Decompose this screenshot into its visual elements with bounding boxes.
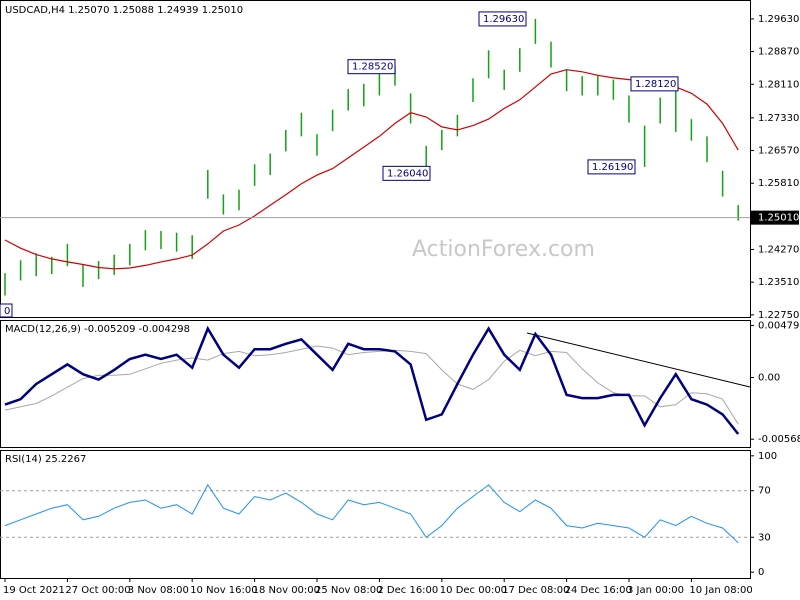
annotation-box — [630, 76, 679, 92]
rsi-panel — [0, 450, 751, 579]
x-tick-label: 19 Oct 2021 — [3, 585, 65, 596]
y-tick-label: -0.005686 — [758, 434, 800, 445]
y-tick-label: 1.29630 — [758, 14, 799, 25]
annotation-label: 1.28520 — [352, 62, 393, 73]
x-tick-label: 10 Jan 08:00 — [689, 585, 752, 596]
y-tick-label: 1.25810 — [758, 178, 799, 189]
annotation-label: 1.29630 — [483, 14, 524, 25]
y-tick-label: 0.00 — [758, 372, 780, 383]
signal-line — [4, 345, 739, 425]
x-tick-label: 3 Nov 08:00 — [128, 585, 189, 596]
rsi-title: RSI(14) 25.2267 — [5, 454, 86, 465]
price-title: USDCAD,H4 1.25070 1.25088 1.24939 1.2501… — [5, 5, 243, 16]
watermark: ActionForex.com — [412, 237, 595, 262]
annotation-label: 1.28120 — [635, 79, 676, 90]
x-tick-label: 24 Dec 16:00 — [565, 585, 632, 596]
y-tick-label: 1.22750 — [758, 310, 799, 321]
y-tick-label: 1.26570 — [758, 146, 799, 157]
price-panel — [0, 0, 751, 318]
x-tick-label: 3 Jan 00:00 — [627, 585, 684, 596]
x-tick-label: 10 Dec 00:00 — [440, 585, 507, 596]
x-tick-label: 17 Dec 08:00 — [502, 585, 569, 596]
annotation-label: 1.26040 — [387, 168, 428, 179]
x-tick-label: 10 Nov 16:00 — [190, 585, 257, 596]
y-tick-label: 1.28870 — [758, 47, 799, 58]
indicator-line — [4, 325, 740, 435]
moving-average — [4, 69, 739, 270]
indicator-line — [4, 483, 739, 544]
last-price-label: 1.25010 — [758, 213, 799, 224]
y-tick-label: 1.24270 — [758, 244, 799, 255]
x-tick-label: 27 Oct 00:00 — [65, 585, 130, 596]
macd-title: MACD(12,26,9) -0.005209 -0.004298 — [5, 324, 190, 335]
y-tick-label: 70 — [758, 486, 771, 497]
x-tick-label: 18 Nov 00:00 — [253, 585, 320, 596]
y-tick-label: 0 — [758, 567, 764, 578]
macd-panel — [0, 320, 751, 448]
annotation-box — [347, 59, 396, 75]
x-tick-label: 25 Nov 08:00 — [315, 585, 382, 596]
y-tick-label: 1.27330 — [758, 113, 799, 124]
y-tick-label: 1.23510 — [758, 277, 799, 288]
y-tick-label: 1.28110 — [758, 79, 799, 90]
trend-line — [526, 332, 751, 388]
edge-label-box — [0, 303, 13, 318]
annotation-box — [587, 159, 636, 175]
annotation-box — [478, 11, 527, 27]
x-tick-label: 2 Dec 16:00 — [377, 585, 438, 596]
y-tick-label: 30 — [758, 532, 771, 543]
y-tick-label: 100 — [758, 451, 777, 462]
y-tick-label: 0.004791 — [758, 320, 800, 331]
annotation-box — [382, 165, 431, 181]
edge-label: 0 — [4, 306, 10, 317]
last-price-box — [751, 210, 799, 225]
annotation-label: 1.26190 — [592, 162, 633, 173]
